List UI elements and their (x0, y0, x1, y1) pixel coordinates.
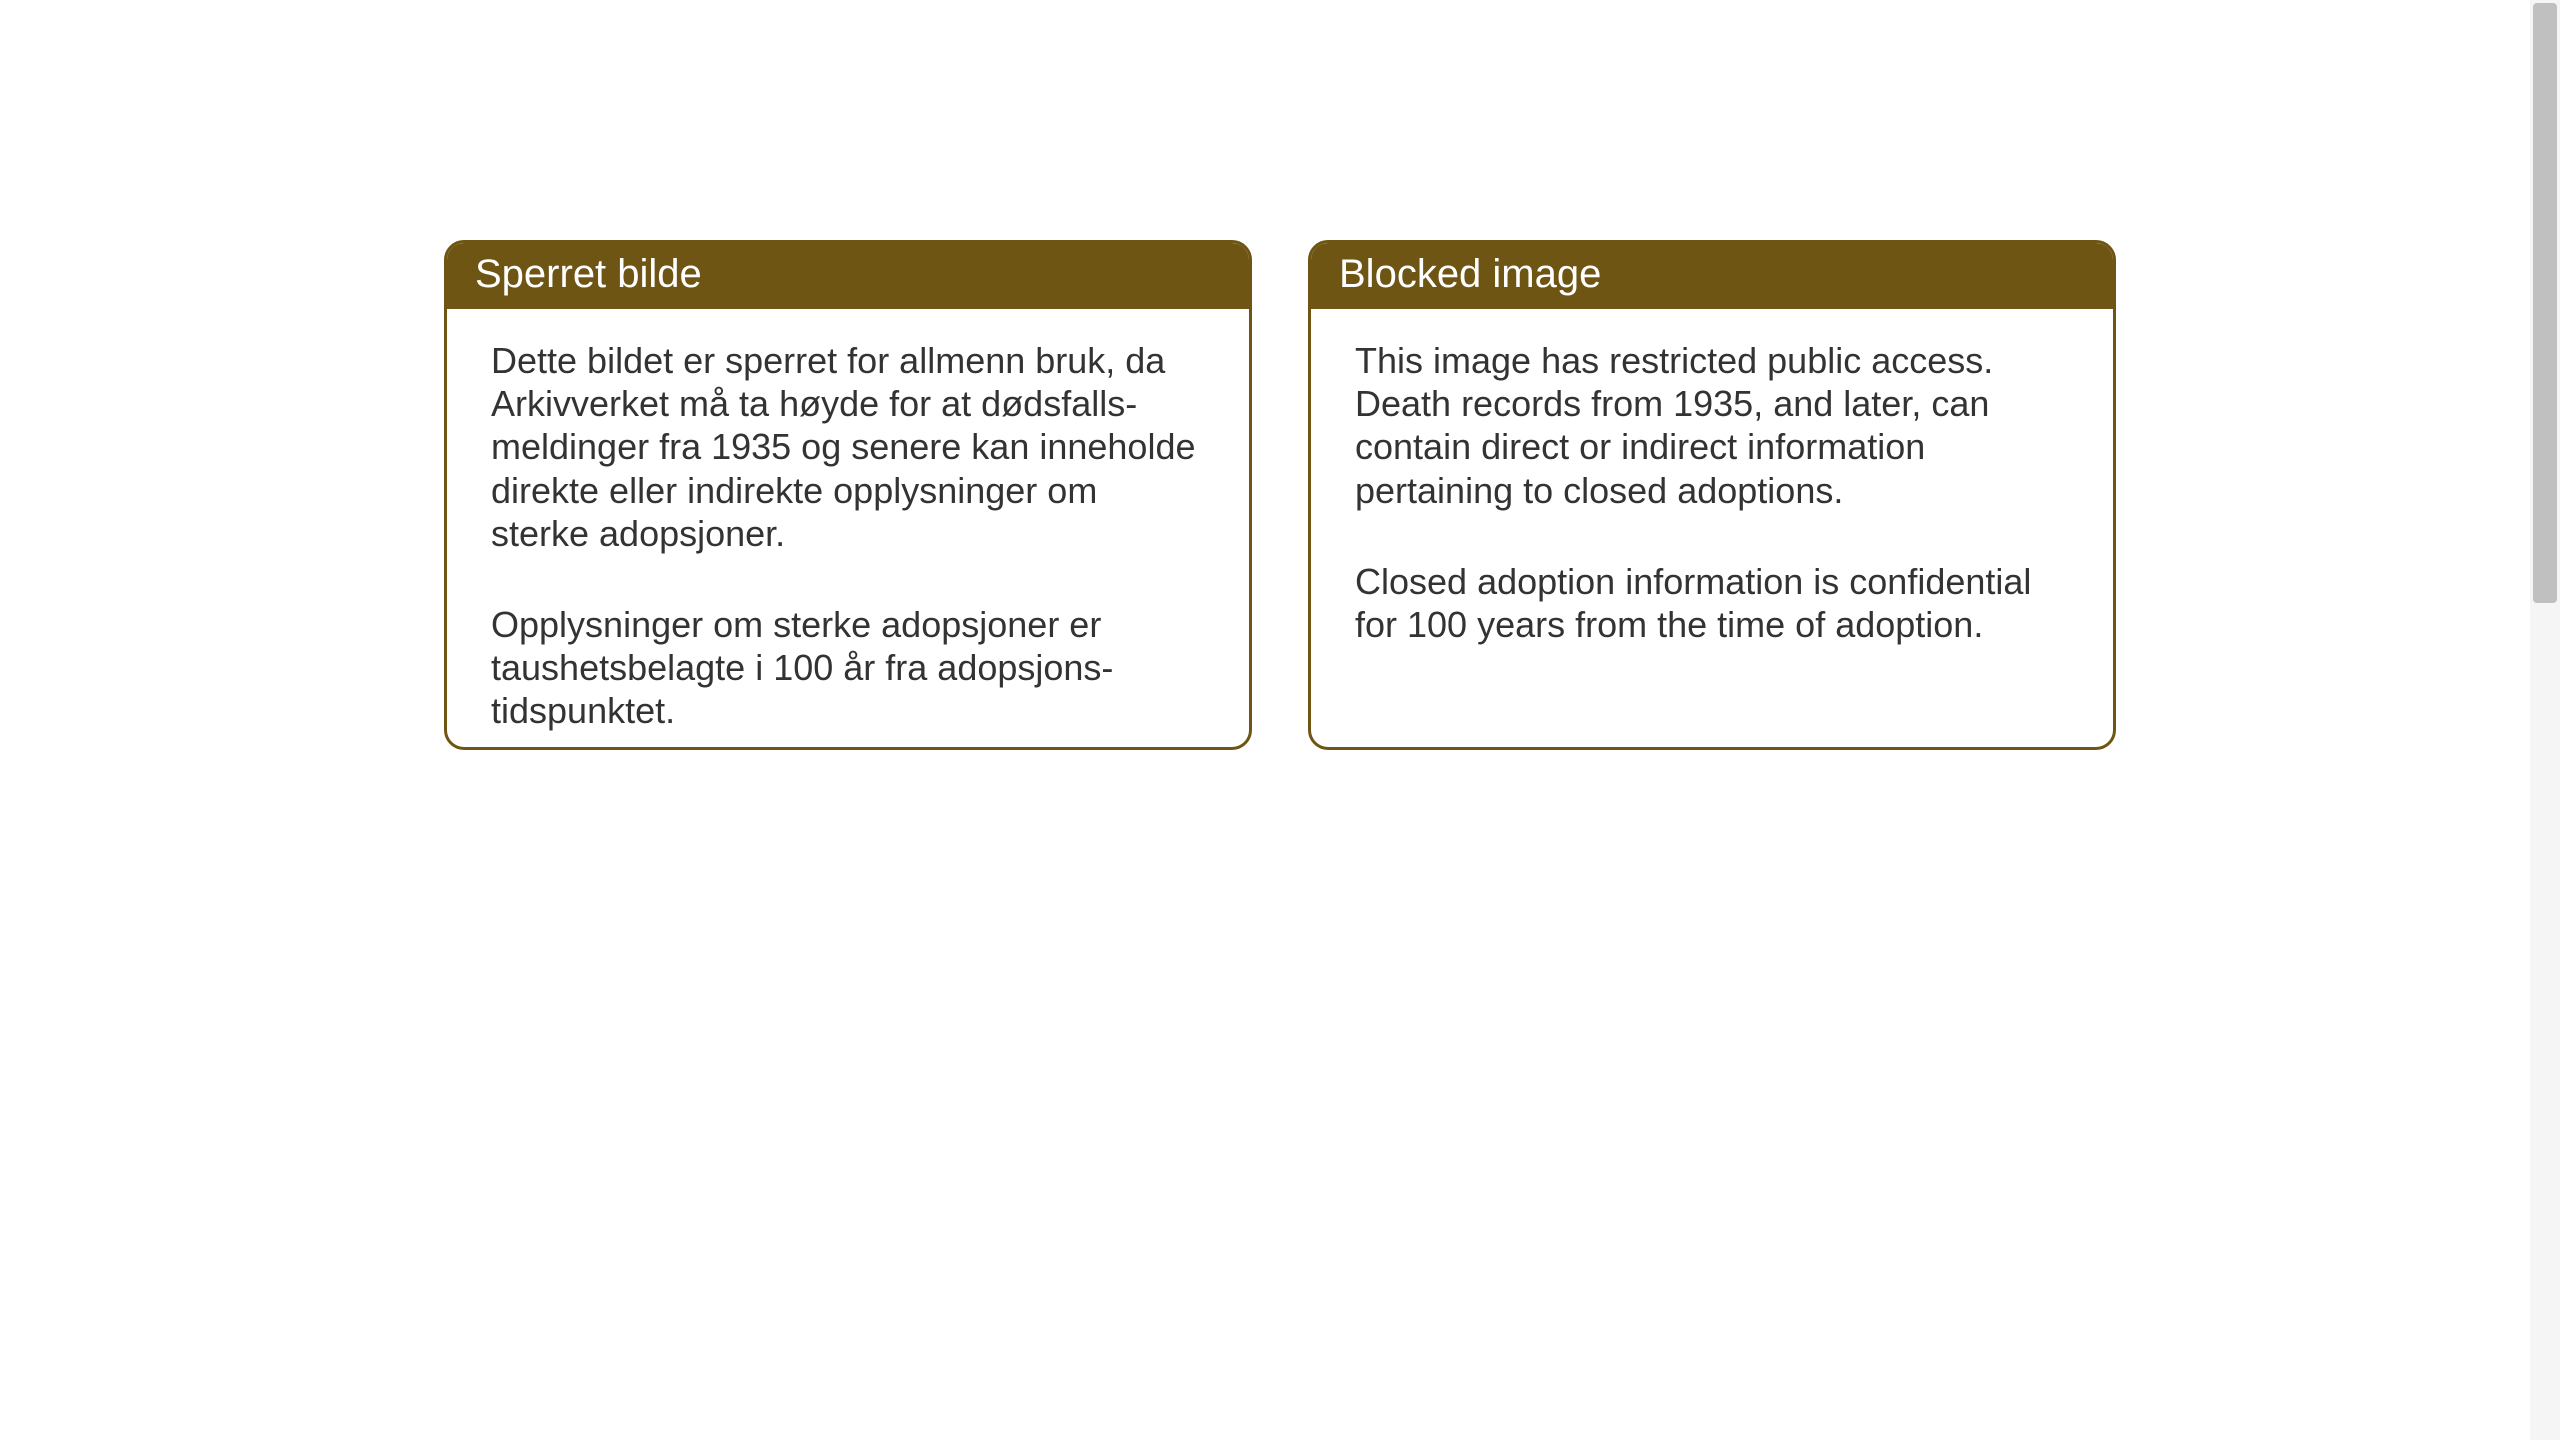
card-paragraph: Closed adoption information is confident… (1355, 560, 2069, 646)
card-paragraph: Opplysninger om sterke adopsjoner er tau… (491, 603, 1205, 733)
scrollbar-thumb[interactable] (2533, 3, 2557, 603)
notice-cards-container: Sperret bilde Dette bildet er sperret fo… (444, 240, 2116, 750)
card-body: This image has restricted public access.… (1311, 309, 2113, 676)
card-header: Sperret bilde (447, 243, 1249, 309)
notice-card-norwegian: Sperret bilde Dette bildet er sperret fo… (444, 240, 1252, 750)
scrollbar-track[interactable] (2530, 0, 2560, 1440)
notice-card-english: Blocked image This image has restricted … (1308, 240, 2116, 750)
card-paragraph: This image has restricted public access.… (1355, 339, 2069, 512)
card-body: Dette bildet er sperret for allmenn bruk… (447, 309, 1249, 750)
card-header: Blocked image (1311, 243, 2113, 309)
card-paragraph: Dette bildet er sperret for allmenn bruk… (491, 339, 1205, 555)
